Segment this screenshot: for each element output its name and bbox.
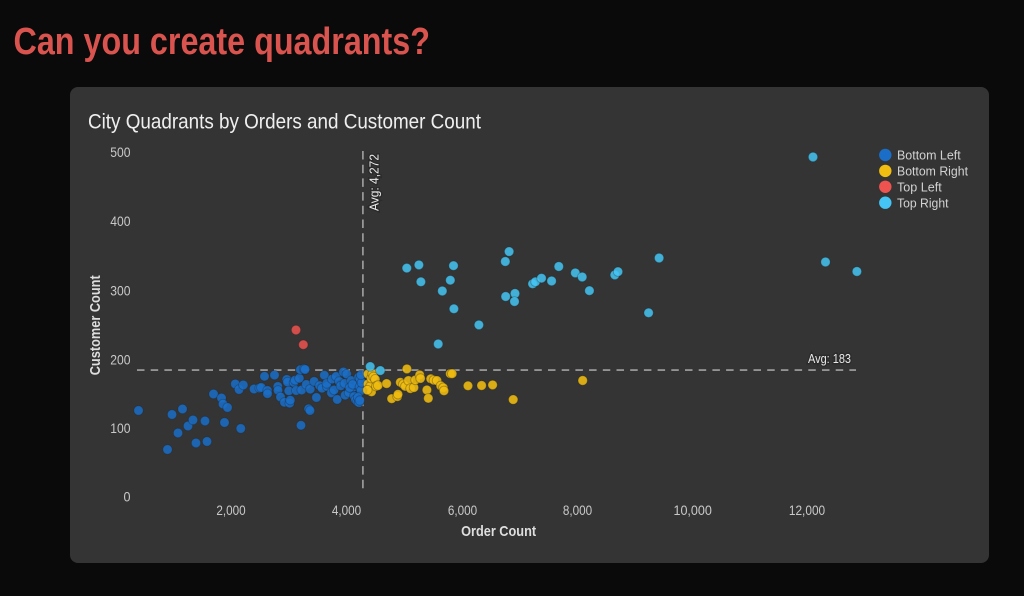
- svg-text:Avg: 183: Avg: 183: [808, 352, 851, 366]
- svg-text:Top Right: Top Right: [897, 195, 949, 210]
- svg-text:Customer Count: Customer Count: [87, 275, 104, 375]
- svg-text:12,000: 12,000: [789, 502, 825, 518]
- svg-text:City Quadrants by Orders and C: City Quadrants by Orders and Customer Co…: [88, 110, 481, 133]
- svg-text:300: 300: [110, 283, 130, 299]
- svg-text:Top Left: Top Left: [897, 180, 942, 195]
- svg-text:Bottom Right: Bottom Right: [897, 164, 968, 179]
- svg-text:200: 200: [110, 352, 130, 368]
- svg-text:10,000: 10,000: [673, 502, 712, 518]
- svg-text:500: 500: [110, 144, 130, 160]
- svg-text:Bottom Left: Bottom Left: [897, 148, 961, 163]
- svg-text:0: 0: [124, 488, 131, 504]
- svg-text:2,000: 2,000: [216, 502, 245, 518]
- svg-text:8,000: 8,000: [563, 502, 592, 518]
- svg-text:4,000: 4,000: [332, 502, 361, 518]
- svg-text:6,000: 6,000: [448, 502, 477, 518]
- svg-text:Avg: 4,272: Avg: 4,272: [368, 154, 382, 211]
- svg-text:100: 100: [110, 420, 130, 436]
- svg-text:Order Count: Order Count: [461, 523, 536, 540]
- svg-text:Can you create quadrants?: Can you create quadrants?: [14, 21, 431, 63]
- svg-text:400: 400: [110, 213, 130, 229]
